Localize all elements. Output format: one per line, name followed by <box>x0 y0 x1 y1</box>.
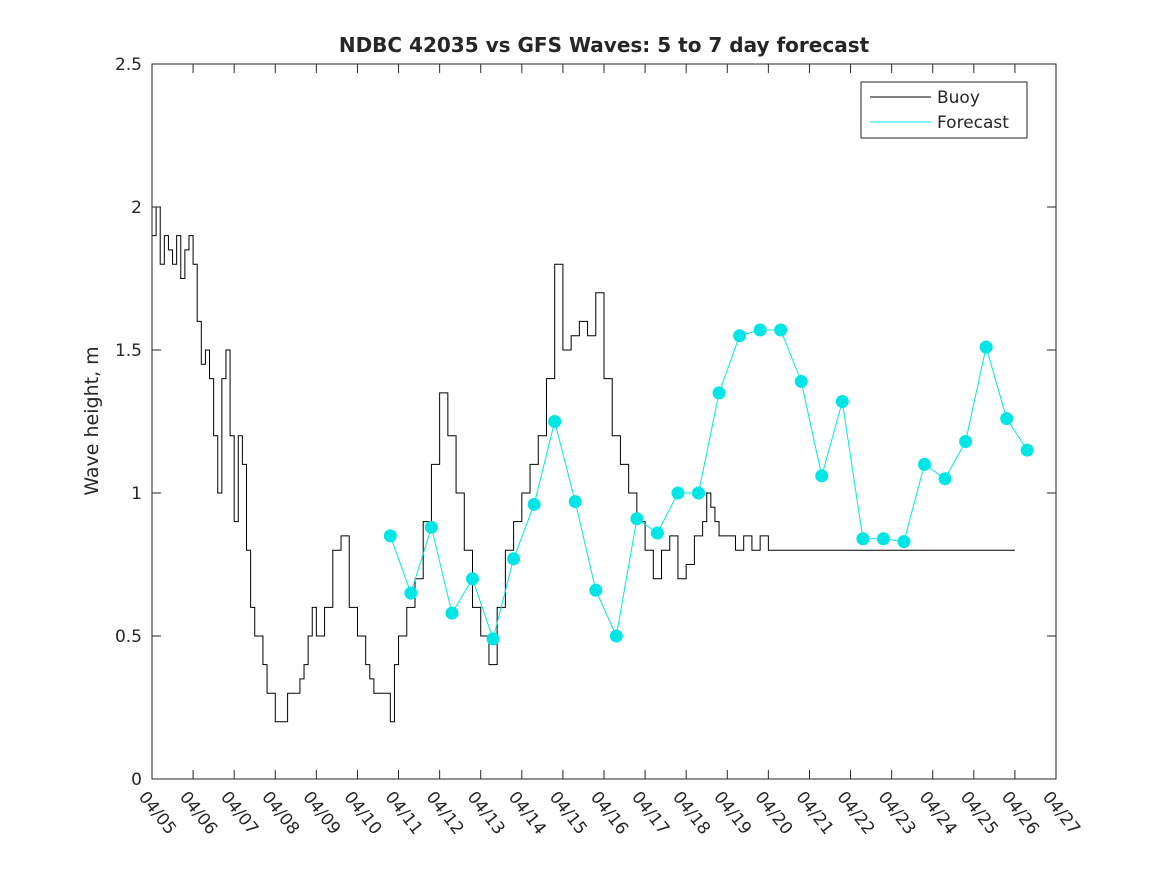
plot-layer <box>152 206 1034 723</box>
forecast-point <box>486 632 500 646</box>
forecast-point <box>507 552 521 566</box>
x-tick-label: 04/06 <box>175 788 221 839</box>
x-tick-label: 04/05 <box>134 788 180 839</box>
legend: Buoy Forecast <box>860 81 1028 139</box>
forecast-point <box>466 572 480 586</box>
forecast-point <box>876 532 890 546</box>
x-tick-label: 04/09 <box>298 788 344 839</box>
forecast-point <box>712 386 726 400</box>
y-tick-label: 2 <box>131 198 142 218</box>
x-tick-label: 04/22 <box>833 788 879 839</box>
forecast-point <box>692 486 706 500</box>
x-tick-label: 04/15 <box>545 788 591 839</box>
x-tick-label: 04/13 <box>463 788 509 839</box>
y-tick-label: 2.5 <box>115 55 142 75</box>
y-axis-label: Wave height, m <box>81 346 103 495</box>
x-tick-label: 04/27 <box>1038 788 1084 839</box>
forecast-point <box>815 469 829 483</box>
x-tick-label: 04/18 <box>668 788 714 839</box>
y-tick-label: 1 <box>131 484 142 504</box>
x-tick-label: 04/26 <box>997 788 1043 839</box>
forecast-point <box>774 323 788 337</box>
forecast-point <box>548 415 562 428</box>
x-tick-label: 04/20 <box>750 788 796 839</box>
x-tick-label: 04/24 <box>915 788 961 839</box>
forecast-point <box>609 629 623 643</box>
forecast-point <box>794 374 808 388</box>
forecast-point <box>650 526 664 540</box>
x-tick-label: 04/11 <box>381 788 427 839</box>
plot-background <box>152 64 1056 779</box>
legend-label: Buoy <box>937 88 980 108</box>
x-tick-label: 04/17 <box>627 788 673 839</box>
forecast-point <box>1000 412 1014 426</box>
forecast-point <box>959 435 973 449</box>
x-tick-label: 04/12 <box>422 788 468 839</box>
forecast-point <box>445 606 459 620</box>
forecast-point <box>568 495 582 509</box>
x-tick-label: 04/16 <box>586 788 632 839</box>
forecast-point <box>979 340 993 354</box>
forecast-point <box>404 586 418 600</box>
forecast-point <box>856 532 870 546</box>
legend-label: Forecast <box>937 113 1009 133</box>
x-tick-label: 04/19 <box>709 788 755 839</box>
y-tick-label: 0.5 <box>115 627 142 647</box>
y-tick-label: 0 <box>131 770 142 790</box>
buoy-line <box>152 206 1015 723</box>
x-tick-label: 04/23 <box>874 788 920 839</box>
forecast-line <box>389 329 1028 641</box>
forecast-point <box>897 535 911 549</box>
forecast-point <box>835 394 849 408</box>
x-tick-label: 04/25 <box>956 788 1002 839</box>
forecast-point <box>753 323 767 337</box>
x-tick-label: 04/14 <box>504 788 550 839</box>
chart-title: NDBC 42035 vs GFS Waves: 5 to 7 day fore… <box>339 33 870 57</box>
forecast-point <box>733 329 747 343</box>
forecast-point <box>671 486 685 500</box>
forecast-point <box>527 497 541 511</box>
x-tick-label: 04/08 <box>257 788 303 839</box>
x-tick-label: 04/21 <box>792 788 838 839</box>
forecast-point <box>383 529 397 543</box>
forecast-point <box>1020 443 1034 457</box>
forecast-point <box>630 512 644 526</box>
forecast-point <box>424 520 438 534</box>
forecast-point <box>589 583 603 597</box>
x-tick-label: 04/07 <box>216 788 262 839</box>
forecast-point <box>938 472 952 486</box>
x-tick-label: 04/10 <box>340 788 386 839</box>
forecast-point <box>918 457 932 471</box>
y-tick-label: 1.5 <box>115 341 142 361</box>
legend-box <box>860 81 1028 139</box>
